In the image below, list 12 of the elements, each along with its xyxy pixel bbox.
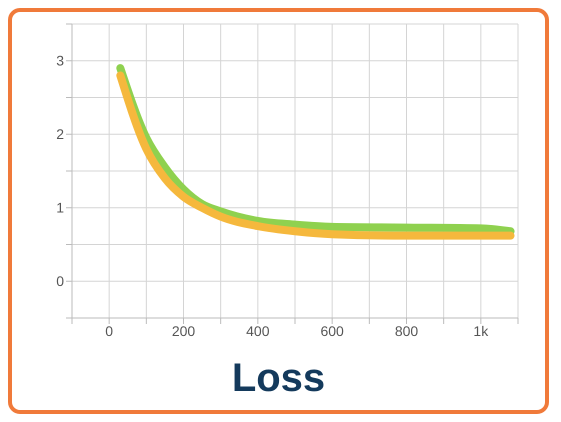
y-tick-label: 2 xyxy=(56,126,64,142)
x-tick-label: 600 xyxy=(320,322,344,339)
y-tick-label: 1 xyxy=(56,200,64,216)
x-tick-label: 200 xyxy=(172,322,196,339)
y-tick-label: 0 xyxy=(56,273,64,290)
text: Loss xyxy=(230,356,326,401)
x-tick-label: 0 xyxy=(105,322,114,339)
x-tick-label: 400 xyxy=(246,322,270,339)
x-tick-label: 1k xyxy=(473,322,490,339)
y-tick-label: 3 xyxy=(56,52,64,69)
card-frame: 0 200 400 600 800 1k 0 1 2 3 Loss xyxy=(8,8,549,414)
x-tick-label: 800 xyxy=(394,322,418,339)
